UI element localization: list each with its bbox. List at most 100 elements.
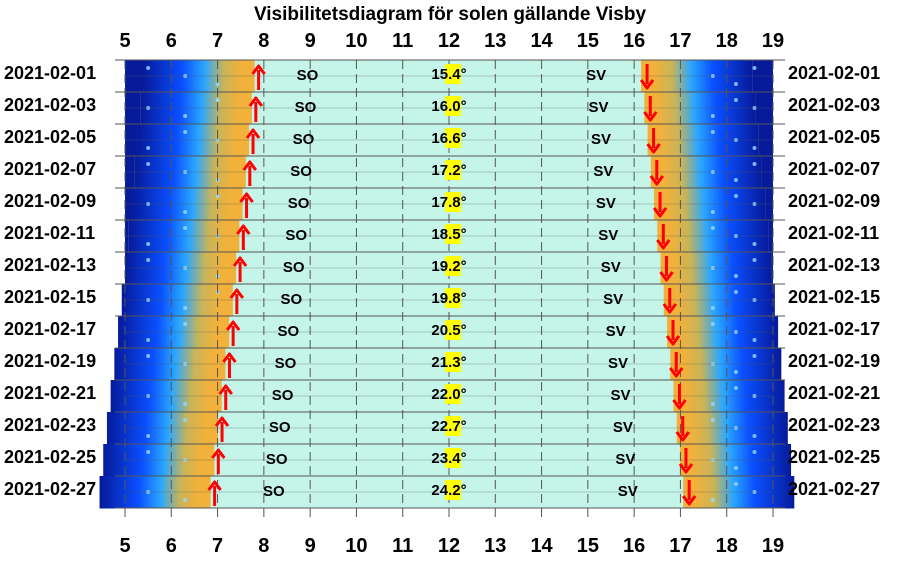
hour-tick-label: 17 [669,535,691,557]
star-dot [215,194,220,198]
hour-tick-label: 9 [305,30,316,52]
max-elevation-label: 23.4° [431,450,466,467]
sunset-arrow-head [669,367,684,378]
max-elevation-label: 19.8° [431,290,466,307]
elevation-highlight [445,416,461,436]
date-label-right: 2021-02-11 [788,223,879,243]
max-elevation-label: 22.0° [431,386,466,403]
star-dot [146,354,151,358]
hour-tick-label: 8 [258,535,269,557]
sunset-direction: SV [601,259,621,276]
star-dot [752,450,757,454]
max-elevation-label: 24.2° [431,482,466,499]
sunset-arrow-head [639,79,655,90]
hour-tick-label: 14 [530,30,553,52]
max-elevation-label: 15.4° [431,66,466,83]
date-label-right: 2021-02-13 [788,255,880,275]
elevation-highlight [445,160,461,180]
max-elevation-label: 19.2° [431,258,466,275]
star-dot [146,242,151,246]
max-elevation-label: 17.8° [431,194,466,211]
sunrise-direction: SO [283,259,305,276]
sunset-direction: SV [586,67,606,84]
star-dot [733,386,738,390]
date-labels-right: 2021-02-01 2021-02-03 2021-02-05 2021-02-07… [788,63,880,499]
date-label-left: 2021-02-05 [4,127,96,147]
star-dot [183,306,188,310]
elevation-highlight [445,352,461,372]
sunset-direction: SV [610,387,630,404]
sunrise-arrow-head [251,64,266,75]
date-label-right: 2021-02-07 [788,159,880,179]
sunset-direction: SV [606,323,626,340]
elevation-highlight [445,480,461,500]
star-dot [752,242,757,246]
star-dot [752,66,757,70]
sunrise-direction: SO [280,291,302,308]
date-label-right: 2021-02-01 [788,63,880,83]
sunset-direction: SV [598,227,618,244]
star-dot [710,322,715,326]
max-elevation-label: 17.2° [431,162,466,179]
star-dot [710,306,715,310]
sunrise-direction: SO [266,451,288,468]
hour-tick-label: 17 [669,30,691,52]
sunrise-arrow-head [239,192,254,203]
hour-tick-label: 18 [716,535,738,557]
sunrise-arrow-head [242,160,258,171]
date-label-left: 2021-02-13 [4,255,96,275]
sunrise-direction: SO [295,99,317,116]
star-dot [733,290,738,294]
elevation-highlight [445,64,461,84]
sunset-direction: SV [613,419,633,436]
sunset-direction: SV [591,131,611,148]
sunset-arrow-head [646,143,661,154]
hour-tick-label: 11 [392,535,413,557]
date-label-right: 2021-02-03 [788,95,880,115]
sunrise-direction: SO [285,227,307,244]
hour-tick-label: 9 [305,535,316,557]
star-dot [733,98,738,102]
max-elevation-label: 16.0° [431,98,466,115]
star-dot [183,418,188,422]
sunrise-arrow-head [245,128,261,139]
sunset-direction: SV [603,291,623,308]
chart-title: Visibilitetsdiagram för solen gällande V… [254,4,647,25]
sunset-arrow-head [649,175,665,186]
star-dot [146,146,151,150]
star-dot [215,82,220,86]
hour-tick-label: 12 [438,30,460,52]
date-label-left: 2021-02-11 [4,223,95,243]
hour-tick-label: 6 [166,535,177,557]
sunrise-arrow-head [207,480,222,491]
star-dot [710,418,715,422]
star-dot [752,258,757,262]
hour-tick-label: 12 [438,535,460,557]
date-label-right: 2021-02-23 [788,415,880,435]
sunset-direction: SV [608,355,628,372]
sunset-arrow-head [662,303,677,314]
sunrise-arrow-head [218,384,233,395]
sunset-arrow-head [659,271,674,282]
sunrise-arrow-head [222,352,237,363]
hour-tick-label: 5 [119,30,130,52]
star-dot [733,274,738,278]
elevation-highlight [445,320,461,340]
sunrise-arrow-head [236,224,251,235]
star-dot [752,146,757,150]
elevation-highlight [445,96,461,116]
elevation-highlight [445,256,461,276]
star-dot [146,338,151,342]
star-dot [710,226,715,230]
star-dot [752,434,757,438]
sunrise-direction: SO [269,419,291,436]
star-dot [146,162,151,166]
star-dot [710,114,715,118]
date-label-right: 2021-02-09 [788,191,880,211]
date-label-right: 2021-02-25 [788,447,880,467]
date-label-left: 2021-02-27 [4,479,96,499]
sunset-direction: SV [615,451,635,468]
star-dot [146,450,151,454]
hour-tick-label: 13 [484,535,506,557]
